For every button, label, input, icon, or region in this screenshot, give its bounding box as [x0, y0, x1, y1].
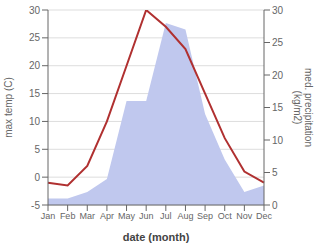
svg-text:0: 0 [272, 200, 278, 211]
svg-text:25: 25 [272, 37, 284, 48]
svg-text:5: 5 [272, 167, 278, 178]
svg-text:15: 15 [29, 88, 41, 99]
svg-text:20: 20 [272, 70, 284, 81]
svg-text:20: 20 [29, 60, 41, 71]
svg-text:Oct: Oct [218, 211, 233, 221]
svg-text:Sep: Sep [197, 211, 213, 221]
svg-text:Dec: Dec [256, 211, 273, 221]
svg-text:Jan: Jan [41, 211, 56, 221]
svg-text:date (month): date (month) [123, 231, 190, 243]
svg-text:max temp (C): max temp (C) [8, 77, 14, 138]
svg-text:Apr: Apr [100, 211, 114, 221]
svg-text:-5: -5 [31, 200, 40, 211]
svg-text:10: 10 [272, 135, 284, 146]
svg-text:med. precipitation(kg/m2): med. precipitation(kg/m2) [292, 68, 313, 147]
svg-text:Feb: Feb [60, 211, 76, 221]
svg-text:Mar: Mar [80, 211, 96, 221]
svg-text:30: 30 [272, 5, 284, 16]
svg-text:Aug: Aug [177, 211, 193, 221]
svg-text:15: 15 [272, 102, 284, 113]
svg-text:Jun: Jun [139, 211, 154, 221]
svg-text:30: 30 [29, 5, 41, 16]
svg-text:Jul: Jul [160, 211, 172, 221]
svg-text:25: 25 [29, 32, 41, 43]
svg-text:0: 0 [34, 172, 40, 183]
svg-text:5: 5 [34, 144, 40, 155]
svg-text:Nov: Nov [236, 211, 253, 221]
svg-text:10: 10 [29, 116, 41, 127]
svg-text:May: May [118, 211, 136, 221]
